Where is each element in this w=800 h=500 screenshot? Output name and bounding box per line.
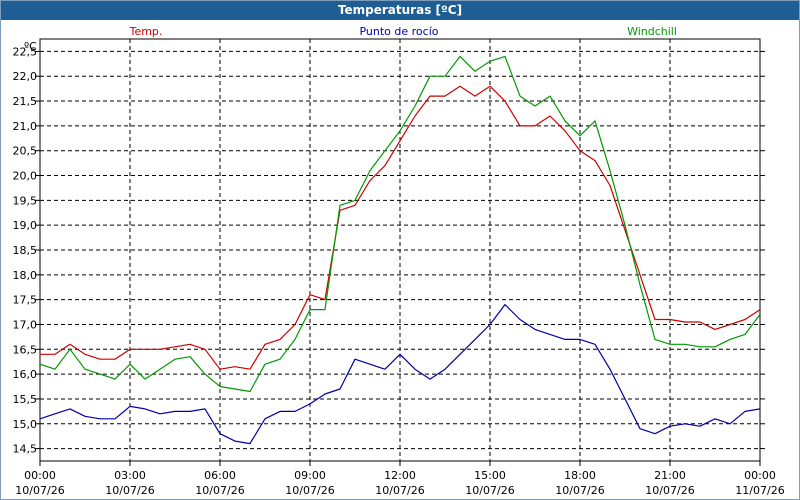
x-tick-time: 15:00 [474,469,506,482]
series-lines [39,55,761,445]
y-tick-label: 16,0 [13,368,38,381]
x-tick-time: 06:00 [204,469,236,482]
series-line-windchill [39,55,761,393]
series-line-dew [39,304,761,445]
y-axis-unit: ºC [24,40,37,53]
x-tick-time: 00:00 [744,469,776,482]
legend-temp: Temp. [129,25,163,38]
x-tick-time: 21:00 [654,469,686,482]
x-tick-labels: 00:00 10/07/26 03:00 10/07/26 06:00 10/07/26 0… [15,469,784,497]
y-tick-label: 15,0 [13,418,38,431]
x-tick-date: 10/07/26 [555,484,604,497]
x-tick-time: 00:00 [24,469,56,482]
x-tick-date: 10/07/26 [465,484,514,497]
y-tick-label: 15,5 [13,393,38,406]
y-tick-labels: 14,5 15,0 15,5 16,0 16,5 17,0 17,5 18,0 18,5 19,0… [13,45,38,455]
x-tick-date: 10/07/26 [375,484,424,497]
x-tick-time: 03:00 [114,469,146,482]
x-tick-date: 10/07/26 [15,484,64,497]
y-tick-label: 19,0 [13,219,38,232]
x-tick-time: 12:00 [384,469,416,482]
x-tick-date: 11/07/26 [735,484,784,497]
x-tick-time: 09:00 [294,469,326,482]
y-tick-label: 16,5 [13,343,38,356]
x-tick-date: 10/07/26 [645,484,694,497]
y-tick-label: 20,5 [13,145,38,158]
y-tick-label: 14,5 [13,443,38,456]
y-tick-label: 21,0 [13,120,38,133]
legend-dew-point: Punto de rocío [359,25,438,38]
x-tick-time: 18:00 [564,469,596,482]
y-tick-label: 17,0 [13,318,38,331]
chart-title: Temperaturas [ºC] [1,1,799,20]
x-tick-date: 10/07/26 [285,484,334,497]
y-tick-label: 18,0 [13,269,38,282]
series-line-temp [40,85,761,370]
y-tick-label: 20,0 [13,170,38,183]
y-tick-label: 22,5 [13,45,38,58]
y-tick-label: 21,5 [13,95,38,108]
x-tick-date: 10/07/26 [105,484,154,497]
y-tick-label: 19,5 [13,194,38,207]
y-tick-label: 18,5 [13,244,38,257]
x-tick-date: 10/07/26 [195,484,244,497]
y-tick-label: 22,0 [13,70,38,83]
y-tick-label: 17,5 [13,294,38,307]
legend-windchill: Windchill [627,25,677,38]
